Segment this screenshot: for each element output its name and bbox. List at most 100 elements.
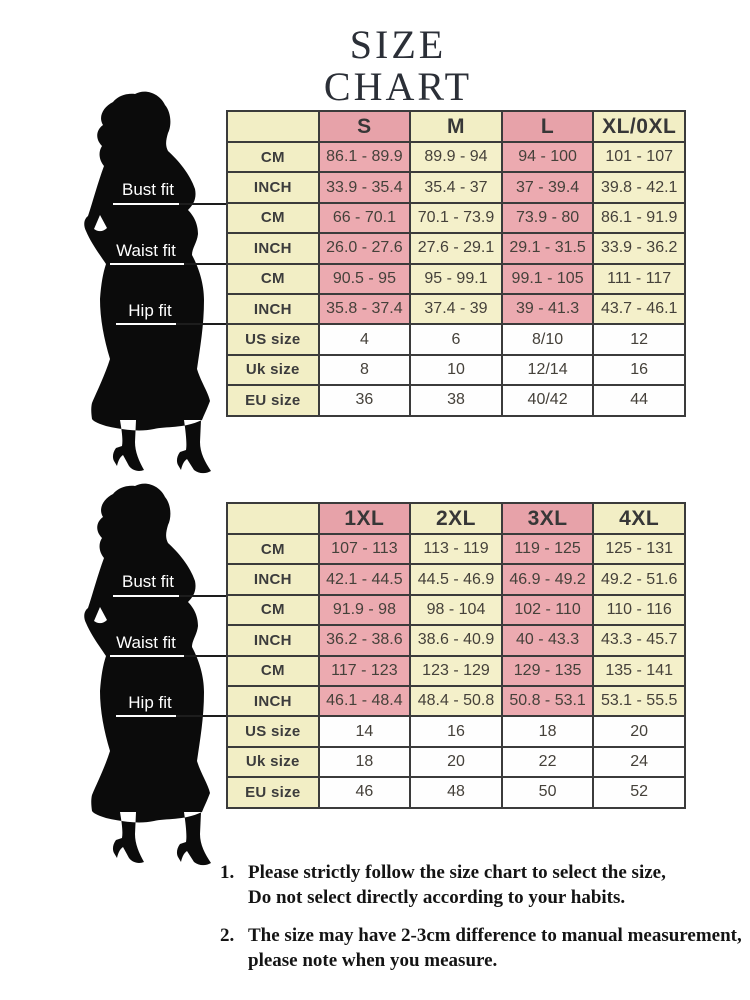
bust-fit-label: Bust fit — [122, 180, 174, 199]
size-value-cell: 37.4 - 39 — [409, 292, 503, 326]
size-value-cell: 20 — [409, 745, 503, 779]
size-value-cell: 36 — [317, 384, 412, 417]
size-table-row: CM 117 - 123 123 - 129 129 - 135 135 - 141 — [226, 654, 686, 687]
size-value-cell: 18 — [500, 715, 595, 748]
size-value-cell: 26.0 - 27.6 — [317, 232, 412, 265]
size-value-cell: 27.6 - 29.1 — [409, 232, 503, 265]
size-value-cell: 44 — [592, 384, 686, 417]
size-value-cell: 50.8 - 53.1 — [500, 684, 595, 718]
size-value-cell: 37 - 39.4 — [500, 171, 595, 204]
row-label-cell: INCH — [226, 684, 320, 718]
size-value-cell: 90.5 - 95 — [317, 262, 412, 295]
size-value-cell: 22 — [500, 745, 595, 779]
size-value-cell: 46.9 - 49.2 — [500, 563, 595, 596]
size-value-cell: 16 — [409, 715, 503, 748]
size-value-cell: 117 - 123 — [317, 654, 412, 687]
row-label-cell: US size — [226, 323, 320, 356]
size-value-cell: 39 - 41.3 — [500, 292, 595, 326]
page-title-block: SIZE CHART — [276, 24, 520, 120]
size-value-cell: 48 — [409, 776, 503, 809]
note-item: 2. The size may have 2-3cm difference to… — [220, 923, 748, 973]
size-value-cell: 89.9 - 94 — [409, 140, 503, 174]
size-value-cell: 125 - 131 — [592, 532, 686, 566]
size-value-cell: 53.1 - 55.5 — [592, 684, 686, 718]
page-title: SIZE CHART — [323, 22, 473, 109]
size-value-cell: 91.9 - 98 — [317, 593, 412, 627]
note-text: The size may have 2-3cm difference to ma… — [248, 923, 748, 973]
hip-underline — [116, 323, 176, 325]
waist-pointer-line — [184, 263, 227, 265]
size-value-cell: 135 - 141 — [592, 654, 686, 687]
hip-pointer-line — [176, 715, 227, 717]
hip-pointer-line — [176, 323, 227, 325]
size-value-cell: 110 - 116 — [592, 593, 686, 627]
size-value-cell: 73.9 - 80 — [500, 201, 595, 235]
size-value-cell: 86.1 - 91.9 — [592, 201, 686, 235]
size-column-header: 3XL — [500, 502, 595, 535]
waist-fit-label: Waist fit — [116, 241, 176, 260]
size-value-cell: 12/14 — [500, 353, 595, 387]
size-column-header: 1XL — [317, 502, 412, 535]
row-label-cell: CM — [226, 593, 320, 627]
row-label-cell: CM — [226, 262, 320, 295]
size-table-row: CM 91.9 - 98 98 - 104 102 - 110 110 - 116 — [226, 593, 686, 627]
size-value-cell: 66 - 70.1 — [317, 201, 412, 235]
size-value-cell: 70.1 - 73.9 — [409, 201, 503, 235]
row-label-cell: US size — [226, 715, 320, 748]
size-section-regular: Bust fit Waist fit Hip fit S M L XL/0XL CM 86… — [0, 86, 750, 478]
size-value-cell: 49.2 - 51.6 — [592, 563, 686, 596]
size-table-row: INCH 36.2 - 38.6 38.6 - 40.9 40 - 43.3 43.3 … — [226, 624, 686, 657]
size-value-cell: 111 - 117 — [592, 262, 686, 295]
size-table-row: CM 107 - 113 113 - 119 119 - 125 125 - 131 — [226, 532, 686, 566]
size-table-row: EU size 36 38 40/42 44 — [226, 384, 686, 417]
size-table-0: S M L XL/0XL CM 86.1 - 89.9 89.9 - 94 94 - 100 1… — [226, 110, 686, 417]
size-table-row: US size 4 6 8/10 12 — [226, 323, 686, 356]
size-value-cell: 12 — [592, 323, 686, 356]
size-value-cell: 29.1 - 31.5 — [500, 232, 595, 265]
size-table-row: INCH 26.0 - 27.6 27.6 - 29.1 29.1 - 31.5 33.… — [226, 232, 686, 265]
row-label-cell: CM — [226, 532, 320, 566]
size-value-cell: 48.4 - 50.8 — [409, 684, 503, 718]
size-table-row: EU size 46 48 50 52 — [226, 776, 686, 809]
size-table-header-row: S M L XL/0XL — [226, 110, 686, 143]
size-column-header: 4XL — [592, 502, 686, 535]
hip-fit-label: Hip fit — [128, 301, 172, 320]
row-label-cell: INCH — [226, 232, 320, 265]
bust-pointer-line — [179, 595, 227, 597]
size-table-row: US size 14 16 18 20 — [226, 715, 686, 748]
size-value-cell: 38 — [409, 384, 503, 417]
size-value-cell: 119 - 125 — [500, 532, 595, 566]
size-table-row: INCH 42.1 - 44.5 44.5 - 46.9 46.9 - 49.2 49.… — [226, 563, 686, 596]
row-label-cell: INCH — [226, 292, 320, 326]
size-value-cell: 33.9 - 36.2 — [592, 232, 686, 265]
size-value-cell: 14 — [317, 715, 412, 748]
size-table-row: Uk size 18 20 22 24 — [226, 745, 686, 779]
note-line: The size may have 2-3cm difference to ma… — [248, 925, 742, 946]
size-table-row: INCH 33.9 - 35.4 35.4 - 37 37 - 39.4 39.8 - … — [226, 171, 686, 204]
size-value-cell: 102 - 110 — [500, 593, 595, 627]
size-column-header: M — [409, 110, 503, 143]
row-label-cell: Uk size — [226, 745, 320, 779]
size-value-cell: 123 - 129 — [409, 654, 503, 687]
woman-silhouette-icon — [84, 483, 211, 866]
size-table-header-row: 1XL 2XL 3XL 4XL — [226, 502, 686, 535]
size-value-cell: 52 — [592, 776, 686, 809]
size-value-cell: 10 — [409, 353, 503, 387]
size-value-cell: 42.1 - 44.5 — [317, 563, 412, 596]
size-table-1: 1XL 2XL 3XL 4XL CM 107 - 113 113 - 119 119 - 12… — [226, 502, 686, 809]
size-value-cell: 43.7 - 46.1 — [592, 292, 686, 326]
row-label-cell: INCH — [226, 624, 320, 657]
size-value-cell: 4 — [317, 323, 412, 356]
size-value-cell: 24 — [592, 745, 686, 779]
row-label-cell: INCH — [226, 563, 320, 596]
size-value-cell: 43.3 - 45.7 — [592, 624, 686, 657]
row-label-cell: CM — [226, 654, 320, 687]
woman-silhouette-icon — [84, 91, 211, 474]
note-number: 2. — [220, 925, 235, 946]
size-section-plus: Bust fit Waist fit Hip fit 1XL 2XL 3XL 4XL C… — [0, 478, 750, 870]
size-value-cell: 107 - 113 — [317, 532, 412, 566]
row-label-cell: Uk size — [226, 353, 320, 387]
size-value-cell: 86.1 - 89.9 — [317, 140, 412, 174]
note-item: 1. Please strictly follow the size chart… — [220, 860, 748, 910]
